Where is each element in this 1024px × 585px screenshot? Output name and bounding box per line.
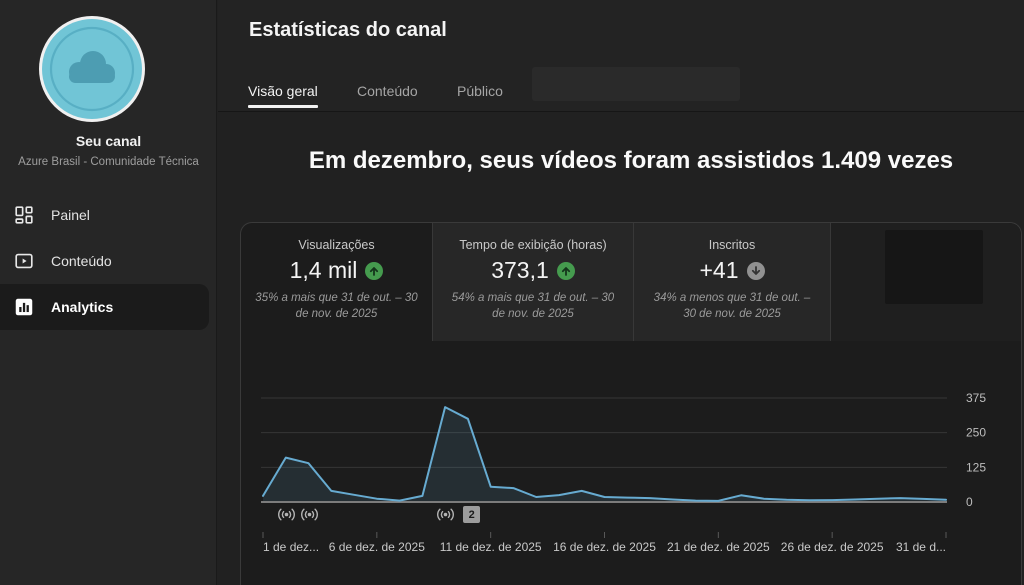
trend-up-icon [556,261,575,280]
metric-card-inscritos[interactable]: Inscritos +41 34% a menos que 31 de out. –… [634,223,831,341]
x-axis-tick-label: 21 de dez. de 2025 [666,540,770,554]
channel-subtitle: Azure Brasil - Comunidade Técnica [18,156,199,168]
sidebar-item-label: Analytics [51,299,114,315]
metric-cards-row: Visualizações 1,4 mil 35% a mais que 31 de… [241,223,1021,341]
chart-x-axis-labels: 1 de dez... 6 de dez. de 2025 11 de dez. d… [241,540,1023,556]
metric-value: 373,1 [491,257,549,283]
live-stream-marker[interactable] [435,507,456,522]
analytics-icon [12,295,36,319]
redacted-tab-area [532,67,740,101]
redacted-metric-box [885,230,983,304]
page-header: Estatísticas do canal Visão geral Conteúd… [218,0,1024,112]
tab-conteudo[interactable]: Conteúdo [357,83,418,99]
tab-publico[interactable]: Público [457,83,503,99]
metric-value: 1,4 mil [289,257,358,283]
sidebar-item-conteudo[interactable]: Conteúdo [0,238,217,284]
page-title: Estatísticas do canal [249,19,447,41]
metric-value-row: 373,1 [433,257,633,284]
y-axis-tick-label: 375 [966,391,986,405]
content-icon [12,249,36,273]
metric-card-visualizacoes[interactable]: Visualizações 1,4 mil 35% a mais que 31 de… [241,223,433,341]
live-stream-marker[interactable] [299,507,320,522]
live-icon [300,508,318,521]
metric-label: Tempo de exibição (horas) [459,238,607,252]
chart-area-fill [263,407,946,502]
dashboard-icon [12,203,36,227]
x-axis-tick-label: 11 de dez. de 2025 [439,540,542,554]
metric-value-row: +41 [634,257,830,284]
trend-up-icon [365,261,384,280]
sidebar-nav: Painel Conteúdo Analytics [0,192,217,330]
sidebar-item-label: Conteúdo [51,253,112,269]
analytics-panel: Visualizações 1,4 mil 35% a mais que 31 de… [240,222,1022,585]
live-marker-count-badge[interactable]: 2 [463,506,481,523]
metric-delta-text: 54% a mais que 31 de out. – 30 de nov. d… [451,292,615,320]
sidebar-item-painel[interactable]: Painel [0,192,217,238]
metric-card-tempo-de-exibicao-horas-[interactable]: Tempo de exibição (horas) 373,1 54% a mais… [433,223,634,341]
main-content: Estatísticas do canal Visão geral Conteúd… [218,0,1024,585]
live-stream-marker[interactable] [276,507,297,522]
views-area-chart[interactable]: 0 125 250 375 [241,381,1023,541]
x-axis-tick-label: 16 de dez. de 2025 [553,540,656,554]
cloud-avatar-icon [39,16,145,122]
views-line-series [262,406,947,502]
sidebar-item-analytics[interactable]: Analytics [0,284,209,330]
channel-name: Seu canal [75,133,142,149]
x-axis-tick-label: 31 de d... [895,540,946,554]
x-axis-tick-label: 6 de dez. de 2025 [328,540,425,554]
channel-avatar[interactable] [38,15,146,123]
metric-card-redacted[interactable] [831,223,1021,341]
metric-value-row: 1,4 mil [241,257,432,284]
trend-down-icon [746,261,765,280]
live-icon [277,508,295,521]
live-icon [437,508,455,521]
channel-sidebar: Seu canal Azure Brasil - Comunidade Técn… [0,0,217,585]
metric-label: Inscritos [708,238,756,252]
metric-delta-text: 35% a mais que 31 de out. – 30 de nov. d… [255,292,418,320]
x-axis-tick-label: 1 de dez... [263,540,320,554]
metric-value: +41 [699,257,739,283]
metric-label: Visualizações [298,238,375,252]
x-axis-tick-label: 26 de dez. de 2025 [780,540,884,554]
y-axis-tick-label: 250 [966,426,986,440]
summary-headline: Em dezembro, seus vídeos foram assistido… [308,147,954,174]
y-axis-tick-label: 0 [966,495,973,509]
metric-delta-text: 34% a menos que 31 de out. – 30 de nov. … [653,292,811,320]
tab-visao-geral[interactable]: Visão geral [248,83,318,108]
y-axis-tick-label: 125 [966,460,986,474]
sidebar-item-label: Painel [51,207,90,223]
